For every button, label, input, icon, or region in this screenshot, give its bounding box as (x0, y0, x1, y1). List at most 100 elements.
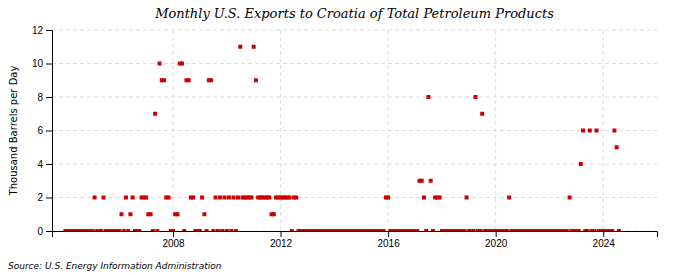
grid-line (388, 30, 389, 231)
tick-label: 2008 (162, 238, 185, 249)
tick-mark (46, 30, 52, 31)
point (252, 45, 256, 49)
tick: 8 (37, 92, 52, 103)
point (158, 62, 162, 66)
point (480, 112, 484, 116)
axis-line (46, 31, 53, 232)
point (236, 196, 240, 200)
plot-area: 20082012201620202024024681012 (32, 25, 658, 249)
tick: 2 (37, 192, 52, 203)
point (211, 229, 215, 231)
point (577, 229, 581, 231)
points (63, 45, 620, 231)
point (171, 229, 175, 231)
tick: 2008 (162, 231, 185, 249)
point (232, 196, 236, 200)
point (592, 229, 596, 231)
point (431, 229, 435, 231)
point (128, 212, 132, 216)
point (144, 196, 148, 200)
point (267, 196, 271, 200)
point (227, 196, 231, 200)
tick: 2020 (485, 231, 508, 249)
point (214, 196, 218, 200)
point (420, 179, 424, 183)
tick-mark (603, 231, 604, 237)
tick-label: 2016 (377, 238, 400, 249)
tick: 10 (32, 58, 52, 69)
axis-line (53, 232, 658, 238)
point (507, 196, 511, 200)
point (382, 229, 386, 231)
tick-mark (173, 231, 174, 237)
point (175, 212, 179, 216)
point (117, 229, 121, 231)
point (167, 196, 171, 200)
grid-line (603, 30, 604, 231)
point (225, 229, 229, 231)
point (149, 212, 153, 216)
point (478, 229, 482, 231)
point (102, 196, 106, 200)
point (131, 196, 135, 200)
grid-line (52, 30, 657, 31)
tick-label: 2024 (593, 238, 616, 249)
point (579, 162, 583, 166)
tick: 2016 (377, 231, 400, 249)
grid-line (52, 130, 657, 131)
x-axis: 20082012201620202024 (53, 231, 658, 249)
point (422, 196, 426, 200)
grid-line (173, 30, 174, 231)
point (288, 196, 292, 200)
point (126, 229, 130, 231)
point (162, 78, 166, 82)
point (595, 129, 599, 133)
point (182, 229, 186, 231)
point (294, 196, 298, 200)
point (153, 112, 157, 116)
tick-mark (46, 64, 52, 65)
tick: 4 (37, 159, 52, 170)
point (474, 95, 478, 99)
tick-mark (388, 231, 389, 237)
point (415, 229, 419, 231)
point (202, 212, 206, 216)
grid-line (52, 63, 657, 64)
point (220, 229, 224, 231)
chart: 20082012201620202024024681012Monthly U.S… (0, 0, 675, 275)
point (610, 229, 614, 231)
point (216, 229, 220, 231)
point (198, 229, 202, 231)
tick: 0 (37, 226, 52, 237)
point (218, 196, 222, 200)
point (505, 229, 509, 231)
point (124, 196, 128, 200)
point (180, 62, 184, 66)
tick-label: 8 (37, 92, 43, 103)
point (191, 196, 195, 200)
point (249, 196, 253, 200)
tick-mark (46, 198, 52, 199)
point (223, 196, 227, 200)
y-axis: 024681012 (32, 25, 53, 237)
y-axis-title: Thousand Barrels per Day (8, 66, 19, 197)
point (615, 145, 619, 149)
point (187, 78, 191, 82)
point (438, 196, 442, 200)
point (581, 129, 585, 133)
point (568, 196, 572, 200)
point (151, 229, 155, 231)
point (586, 229, 590, 231)
point (234, 229, 238, 231)
point (93, 196, 97, 200)
point (137, 229, 141, 231)
point (465, 196, 469, 200)
point (612, 129, 616, 133)
tick-mark (496, 231, 497, 237)
point (617, 229, 621, 231)
tick-label: 10 (32, 58, 44, 69)
point (272, 212, 276, 216)
tick-mark (46, 231, 52, 232)
tick-mark (46, 131, 52, 132)
tick: 2024 (593, 231, 616, 249)
